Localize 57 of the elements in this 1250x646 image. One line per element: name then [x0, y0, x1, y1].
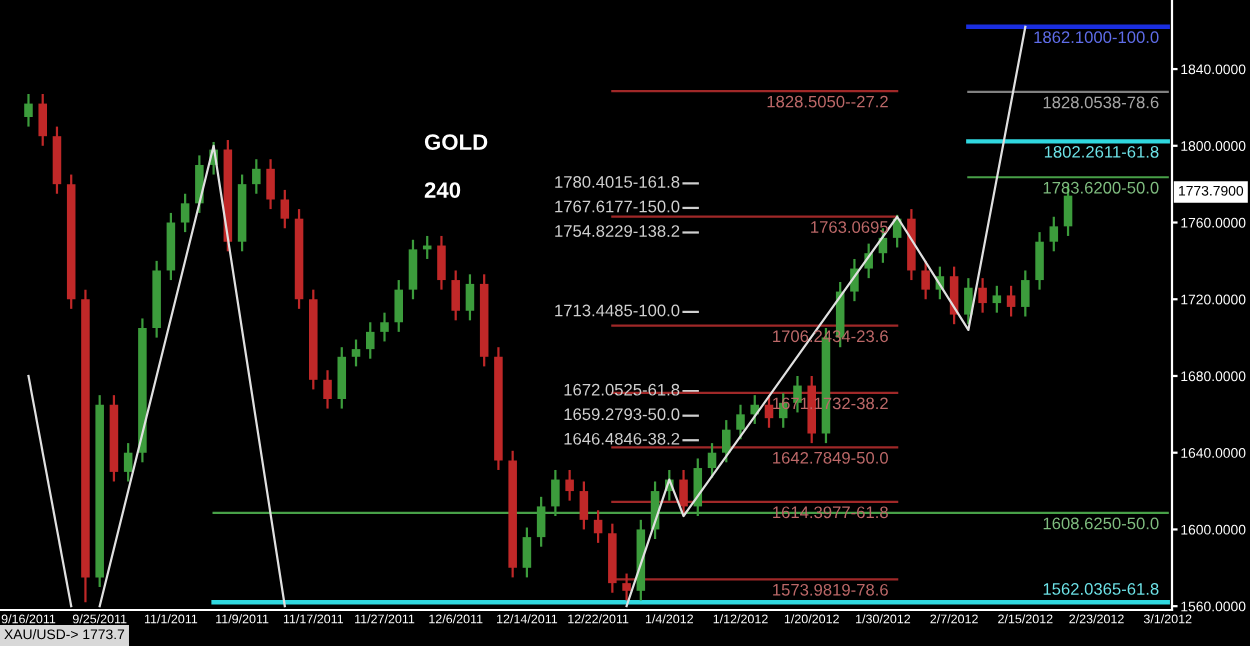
series-label: 1862.1000-100.0 — [1034, 31, 1159, 44]
candlestick — [437, 234, 446, 291]
candlestick — [764, 394, 774, 429]
candlestick — [52, 125, 62, 195]
candlestick — [365, 321, 375, 360]
candlestick — [351, 338, 361, 368]
candlestick — [565, 468, 574, 502]
candlestick — [180, 192, 190, 234]
series-label: 1659.2793-50.0 — [564, 408, 680, 421]
candlestick — [394, 278, 404, 333]
candlestick — [451, 269, 460, 322]
series-label: 1713.4485-100.0 — [555, 304, 680, 317]
candlestick — [38, 92, 47, 147]
series-label: 1646.4846-38.2 — [564, 432, 680, 445]
candlestick — [166, 211, 176, 282]
candlestick — [1021, 269, 1030, 318]
candlestick — [679, 468, 688, 518]
candlestick — [921, 259, 930, 301]
candlestick — [992, 284, 1002, 314]
series-label: 1828.5050--27.2 — [767, 95, 888, 108]
candlestick — [337, 346, 347, 410]
series-label: 1767.6177-150.0 — [555, 200, 680, 213]
series-label: 1754.8229-138.2 — [555, 225, 680, 237]
annotation: 240 — [424, 182, 461, 198]
candlestick — [323, 369, 332, 410]
candlestick — [1035, 231, 1044, 291]
candlestick — [622, 572, 631, 602]
series-label: 1780.4015-161.8 — [555, 176, 680, 188]
series-label: 1608.6250-50.0 — [1043, 517, 1159, 530]
series-label: 1828.0538-78.6 — [1043, 96, 1159, 109]
candlestick — [123, 442, 133, 483]
candlestick — [593, 509, 603, 544]
candlestick — [266, 158, 275, 211]
series-label: 1573.9819-78.6 — [773, 583, 888, 596]
annotation: GOLD — [424, 134, 488, 150]
series-label: 1783.6200-50.0 — [1043, 181, 1159, 194]
candlestick — [978, 277, 987, 314]
candlestick — [280, 188, 290, 230]
series-label: 1802.2611-61.8 — [1044, 145, 1159, 158]
series-label: 1562.0365-61.8 — [1043, 583, 1159, 595]
candlestick — [707, 442, 717, 479]
series-label: 1763.0695 — [811, 221, 888, 233]
candlestick — [465, 273, 475, 322]
series-label: 1642.7849-50.0 — [773, 451, 888, 464]
series-label: 1672.0525-61.8 — [564, 383, 680, 396]
candlestick — [195, 154, 204, 215]
candlestick — [579, 480, 589, 531]
candlestick — [736, 403, 745, 441]
candlestick — [522, 526, 532, 579]
candlestick — [24, 92, 33, 128]
candlestick — [1049, 215, 1059, 253]
candlestick — [252, 158, 261, 195]
candlestick — [1006, 284, 1016, 318]
candlestick — [722, 418, 731, 464]
candlestick — [964, 277, 973, 326]
candlestick — [408, 238, 418, 301]
candlestick — [380, 311, 389, 343]
